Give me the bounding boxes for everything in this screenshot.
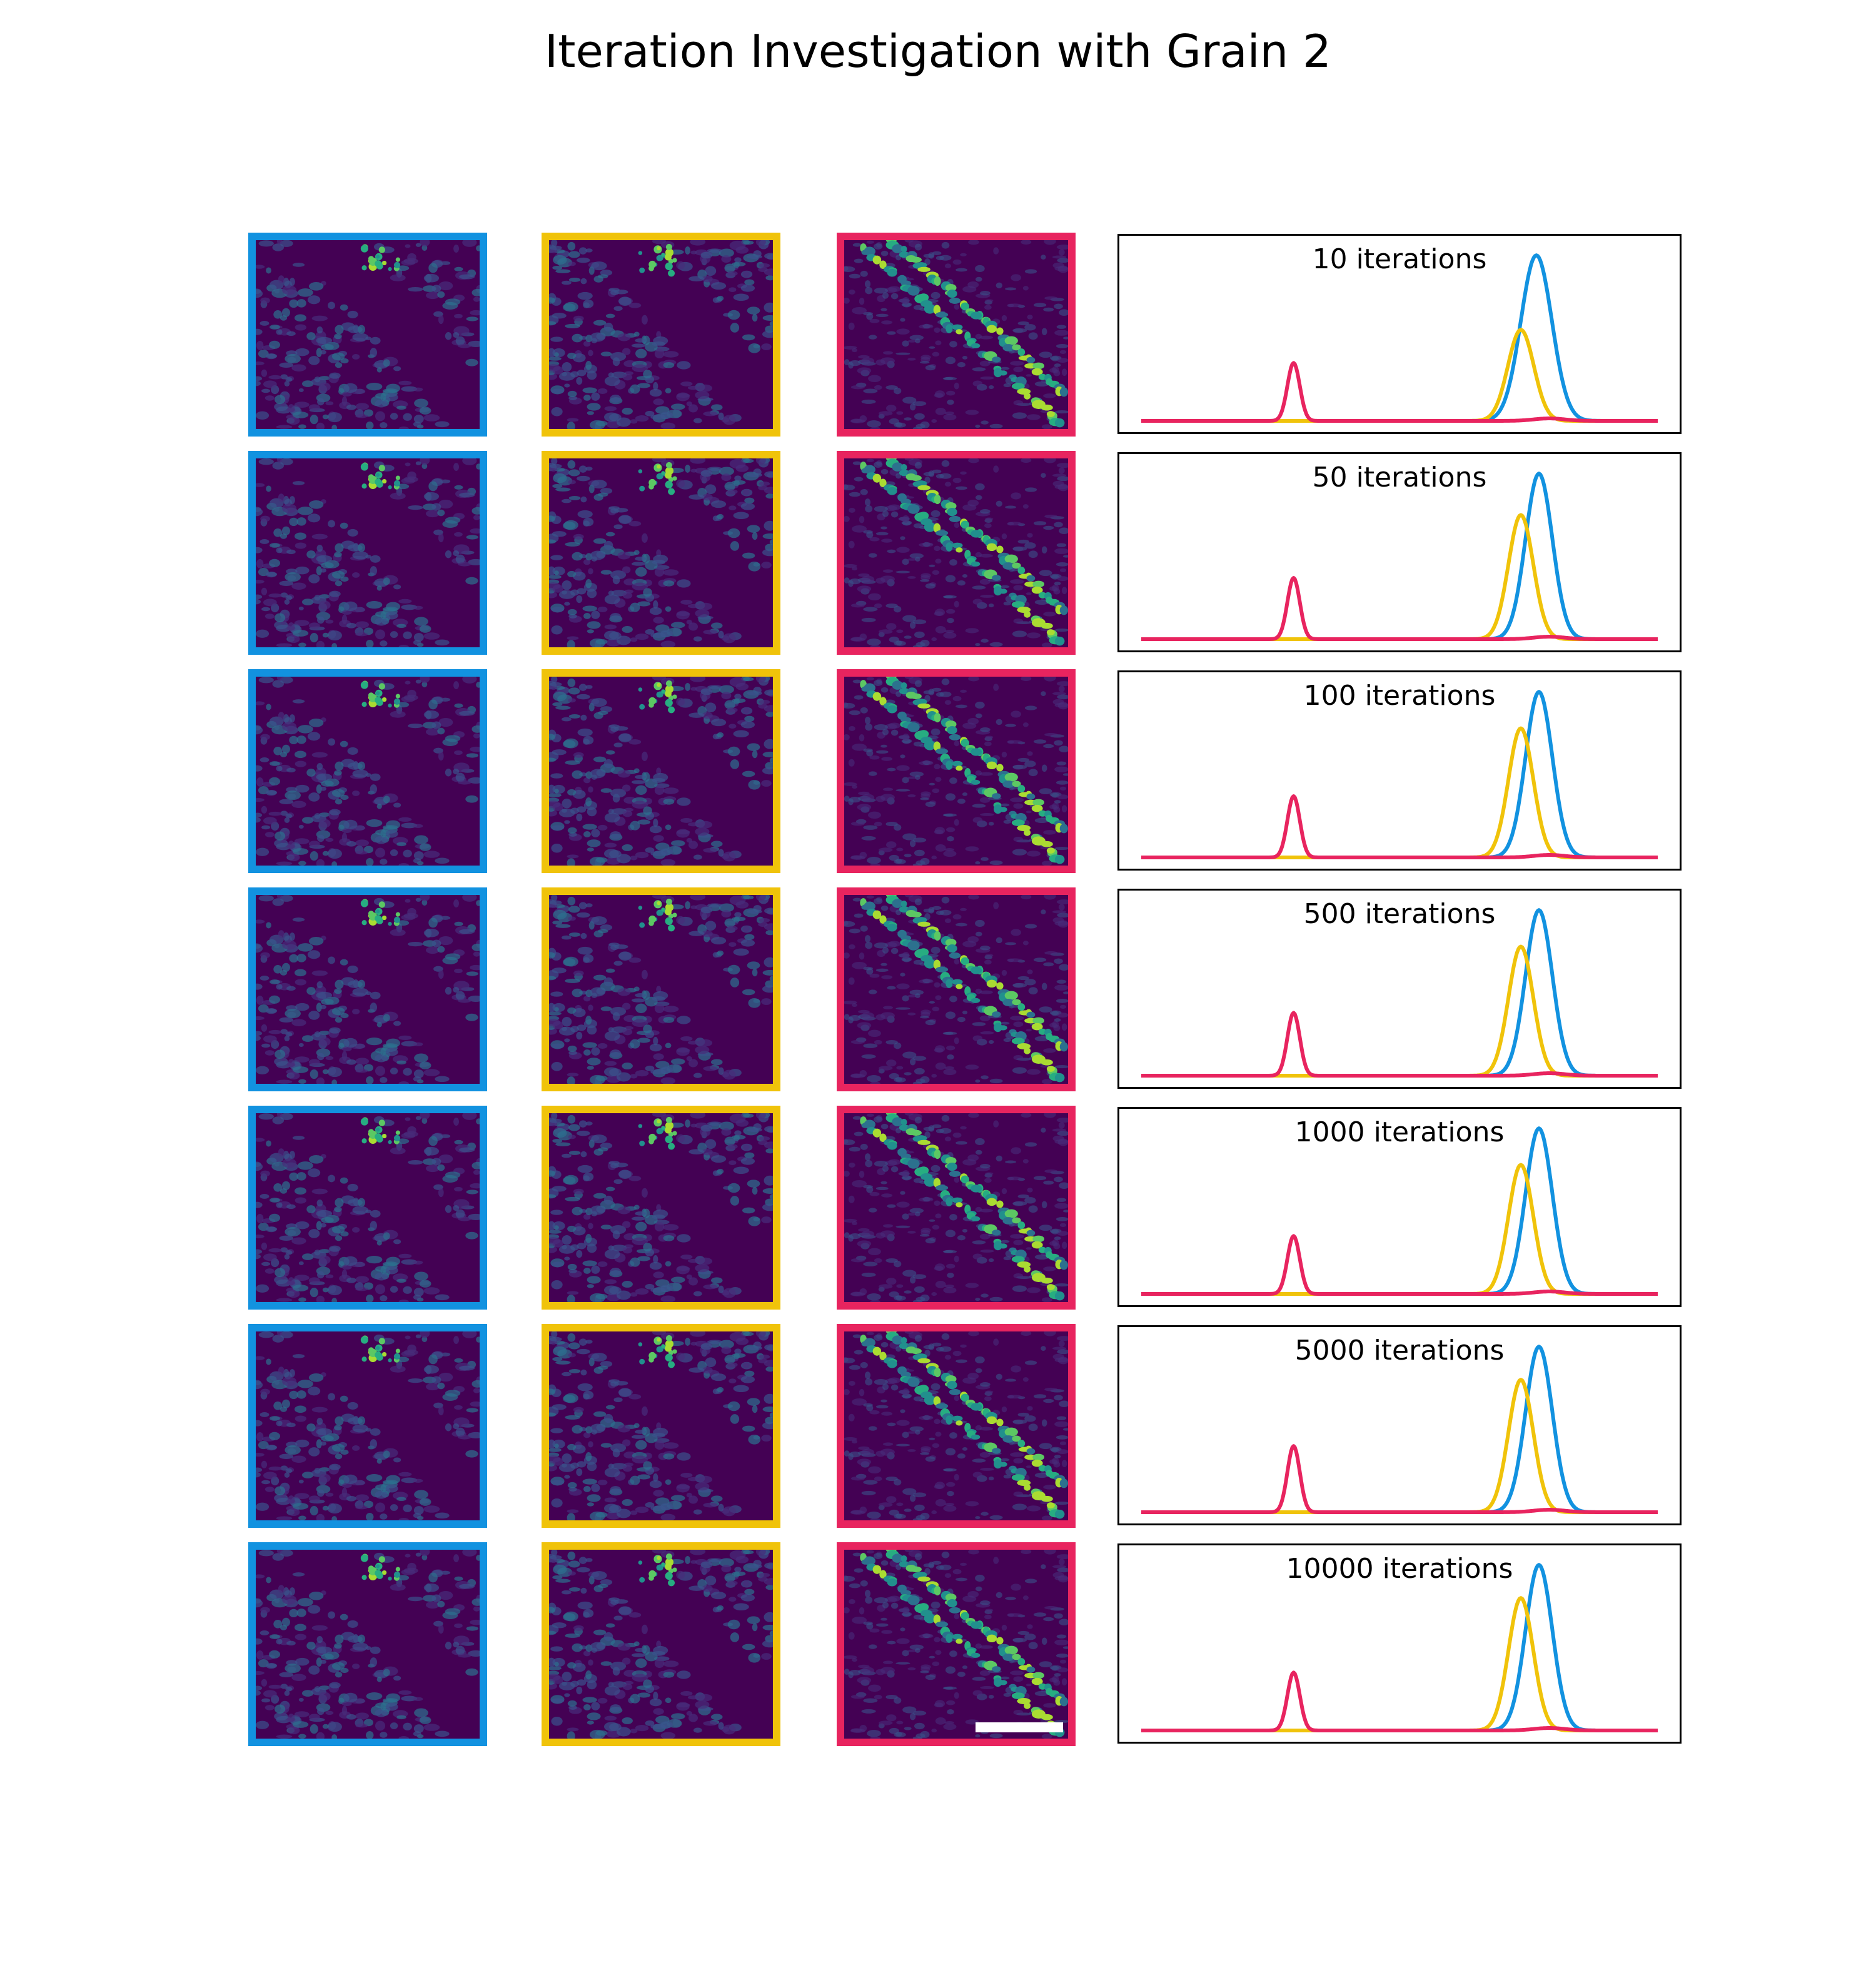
yellow-series-line (1141, 328, 1658, 423)
iteration-label: 5000 iterations (1294, 1335, 1505, 1366)
blue-grain-map-tile (248, 669, 487, 873)
red-map-image (844, 1113, 1068, 1302)
spectrum-plot (1141, 908, 1658, 1078)
yellow-series-line (1141, 513, 1658, 641)
figure-title: Iteration Investigation with Grain 2 (545, 25, 1331, 78)
red-grain-map-tile (837, 1324, 1076, 1528)
yellow-grain-map-tile (542, 1324, 780, 1528)
red-map-image (844, 677, 1068, 866)
yellow-series-line (1141, 1163, 1658, 1296)
blue-series-line (1141, 1126, 1658, 1296)
blue-series-line (1141, 908, 1658, 1078)
blue-series-line (1141, 1563, 1658, 1732)
blue-map-image (256, 1550, 480, 1739)
yellow-series-line (1141, 1596, 1658, 1732)
yellow-map-image (549, 1113, 773, 1302)
blue-map-image (256, 240, 480, 429)
iteration-label: 10 iterations (1312, 243, 1487, 275)
blue-series-line (1141, 1345, 1658, 1514)
blue-grain-map-tile (248, 1324, 487, 1528)
yellow-grain-map-tile (542, 1106, 780, 1310)
red-grain-map-tile (837, 233, 1076, 437)
red-series-line (1141, 1670, 1658, 1732)
yellow-map-image (549, 1550, 773, 1739)
red-series-line (1141, 794, 1658, 859)
spectrum-panel: 500 iterations (1117, 889, 1682, 1089)
red-grain-map-tile (837, 1542, 1076, 1746)
blue-grain-map-tile (248, 1106, 487, 1310)
blue-map-image (256, 895, 480, 1084)
yellow-grain-map-tile (542, 451, 780, 655)
spectrum-panel: 1000 iterations (1117, 1107, 1682, 1307)
blue-series-line (1141, 472, 1658, 641)
spectrum-panel: 100 iterations (1117, 670, 1682, 871)
yellow-grain-map-tile (542, 887, 780, 1091)
blue-grain-map-tile (248, 451, 487, 655)
blue-map-image (256, 1113, 480, 1302)
red-series-line (1141, 1234, 1658, 1296)
spectrum-panel: 50 iterations (1117, 452, 1682, 652)
red-grain-map-tile (837, 887, 1076, 1091)
yellow-map-image (549, 895, 773, 1084)
yellow-map-image (549, 1331, 773, 1520)
iteration-label: 10000 iterations (1286, 1553, 1513, 1585)
blue-map-image (256, 677, 480, 866)
spectrum-panel: 10 iterations (1117, 234, 1682, 434)
spectrum-panel: 5000 iterations (1117, 1325, 1682, 1525)
yellow-grain-map-tile (542, 233, 780, 437)
blue-grain-map-tile (248, 233, 487, 437)
red-grain-map-tile (837, 669, 1076, 873)
red-map-image (844, 1331, 1068, 1520)
spectrum-plot (1141, 472, 1658, 641)
iteration-label: 100 iterations (1303, 680, 1496, 712)
spectrum-plot (1141, 1345, 1658, 1514)
yellow-map-image (549, 240, 773, 429)
spectrum-plot (1141, 1563, 1658, 1732)
blue-grain-map-tile (248, 887, 487, 1091)
spectrum-panel: 10000 iterations (1117, 1543, 1682, 1744)
iteration-label: 50 iterations (1312, 462, 1487, 493)
yellow-grain-map-tile (542, 1542, 780, 1746)
red-map-image (844, 458, 1068, 647)
blue-series-line (1141, 690, 1658, 859)
blue-grain-map-tile (248, 1542, 487, 1746)
red-series-line (1141, 576, 1658, 641)
iteration-label: 1000 iterations (1294, 1116, 1505, 1148)
red-map-image (844, 240, 1068, 429)
red-grain-map-tile (837, 1106, 1076, 1310)
red-map-image (844, 1550, 1068, 1739)
red-series-line (1141, 1011, 1658, 1078)
yellow-grain-map-tile (542, 669, 780, 873)
yellow-series-line (1141, 1378, 1658, 1514)
scale-bar (976, 1722, 1063, 1732)
yellow-series-line (1141, 944, 1658, 1078)
red-map-image (844, 895, 1068, 1084)
spectrum-plot (1141, 690, 1658, 859)
red-series-line (1141, 1444, 1658, 1514)
blue-map-image (256, 458, 480, 647)
red-series-line (1141, 361, 1658, 423)
spectrum-plot (1141, 1126, 1658, 1296)
iteration-label: 500 iterations (1303, 898, 1496, 930)
red-grain-map-tile (837, 451, 1076, 655)
yellow-map-image (549, 677, 773, 866)
yellow-series-line (1141, 726, 1658, 859)
yellow-map-image (549, 458, 773, 647)
blue-map-image (256, 1331, 480, 1520)
spectrum-plot (1141, 253, 1658, 423)
blue-series-line (1141, 253, 1658, 423)
